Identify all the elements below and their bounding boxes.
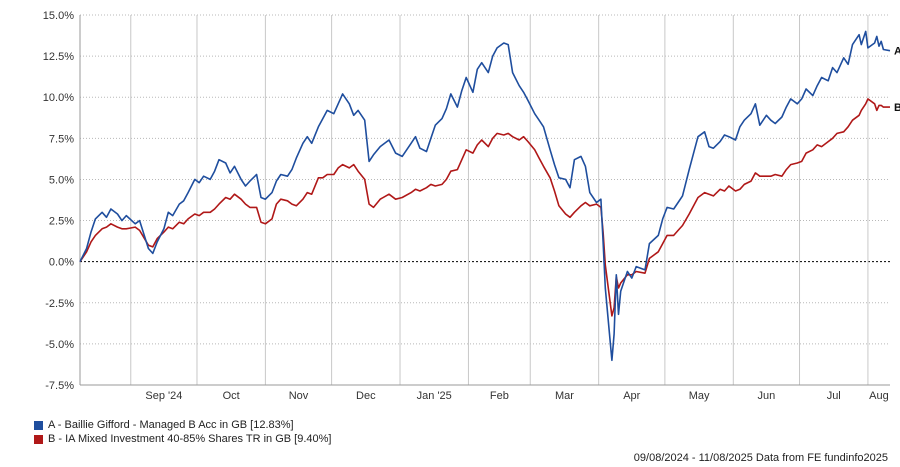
- x-tick-label: Aug: [869, 390, 889, 402]
- y-tick-label: 7.5%: [49, 133, 74, 145]
- axes: 15.0% 12.5% 10.0% 7.5% 5.0% 2.5% 0.0% -2.5% -5.0…: [43, 10, 890, 402]
- y-tick-label: 2.5%: [49, 216, 74, 228]
- legend-label-b: B - IA Mixed Investment 40-85% Shares TR…: [48, 433, 332, 445]
- x-tick-label: Oct: [223, 390, 240, 402]
- x-tick-label: Mar: [555, 390, 574, 402]
- y-tick-label: -2.5%: [45, 298, 74, 310]
- legend: A - Baillie Gifford - Managed B Acc in G…: [34, 418, 331, 446]
- legend-label-a: A - Baillie Gifford - Managed B Acc in G…: [48, 419, 294, 431]
- x-tick-label: May: [689, 390, 710, 402]
- series-line-b: [79, 98, 890, 317]
- x-tick-label: Sep '24: [145, 390, 182, 402]
- legend-swatch-b: [34, 434, 43, 444]
- x-tick-label: Dec: [356, 390, 376, 402]
- legend-item-b[interactable]: B - IA Mixed Investment 40-85% Shares TR…: [34, 432, 331, 446]
- y-tick-label: 5.0%: [49, 174, 74, 186]
- y-tick-label: 10.0%: [43, 92, 74, 104]
- y-tick-label: 15.0%: [43, 10, 74, 22]
- x-tick-label: Jul: [827, 390, 841, 402]
- series-lines: [79, 30, 891, 362]
- x-tick-label: Apr: [623, 390, 640, 402]
- legend-swatch-a: [34, 420, 43, 430]
- y-tick-label: 12.5%: [43, 51, 74, 63]
- grid: [80, 14, 890, 386]
- y-tick-label: -5.0%: [45, 339, 74, 351]
- series-line-a: [79, 30, 891, 362]
- x-tick-label: Feb: [490, 390, 509, 402]
- x-tick-label: Jan '25: [417, 390, 452, 402]
- y-tick-label: 0.0%: [49, 257, 74, 269]
- x-tick-label: Jun: [758, 390, 776, 402]
- y-tick-label: -7.5%: [45, 380, 74, 392]
- series-end-label-b: B: [894, 102, 900, 114]
- x-tick-label: Nov: [289, 390, 309, 402]
- date-range-source: 09/08/2024 - 11/08/2025 Data from FE fun…: [633, 452, 888, 464]
- series-end-label-a: A: [894, 46, 900, 58]
- legend-item-a[interactable]: A - Baillie Gifford - Managed B Acc in G…: [34, 418, 331, 432]
- series-end-labels: BA: [894, 46, 900, 114]
